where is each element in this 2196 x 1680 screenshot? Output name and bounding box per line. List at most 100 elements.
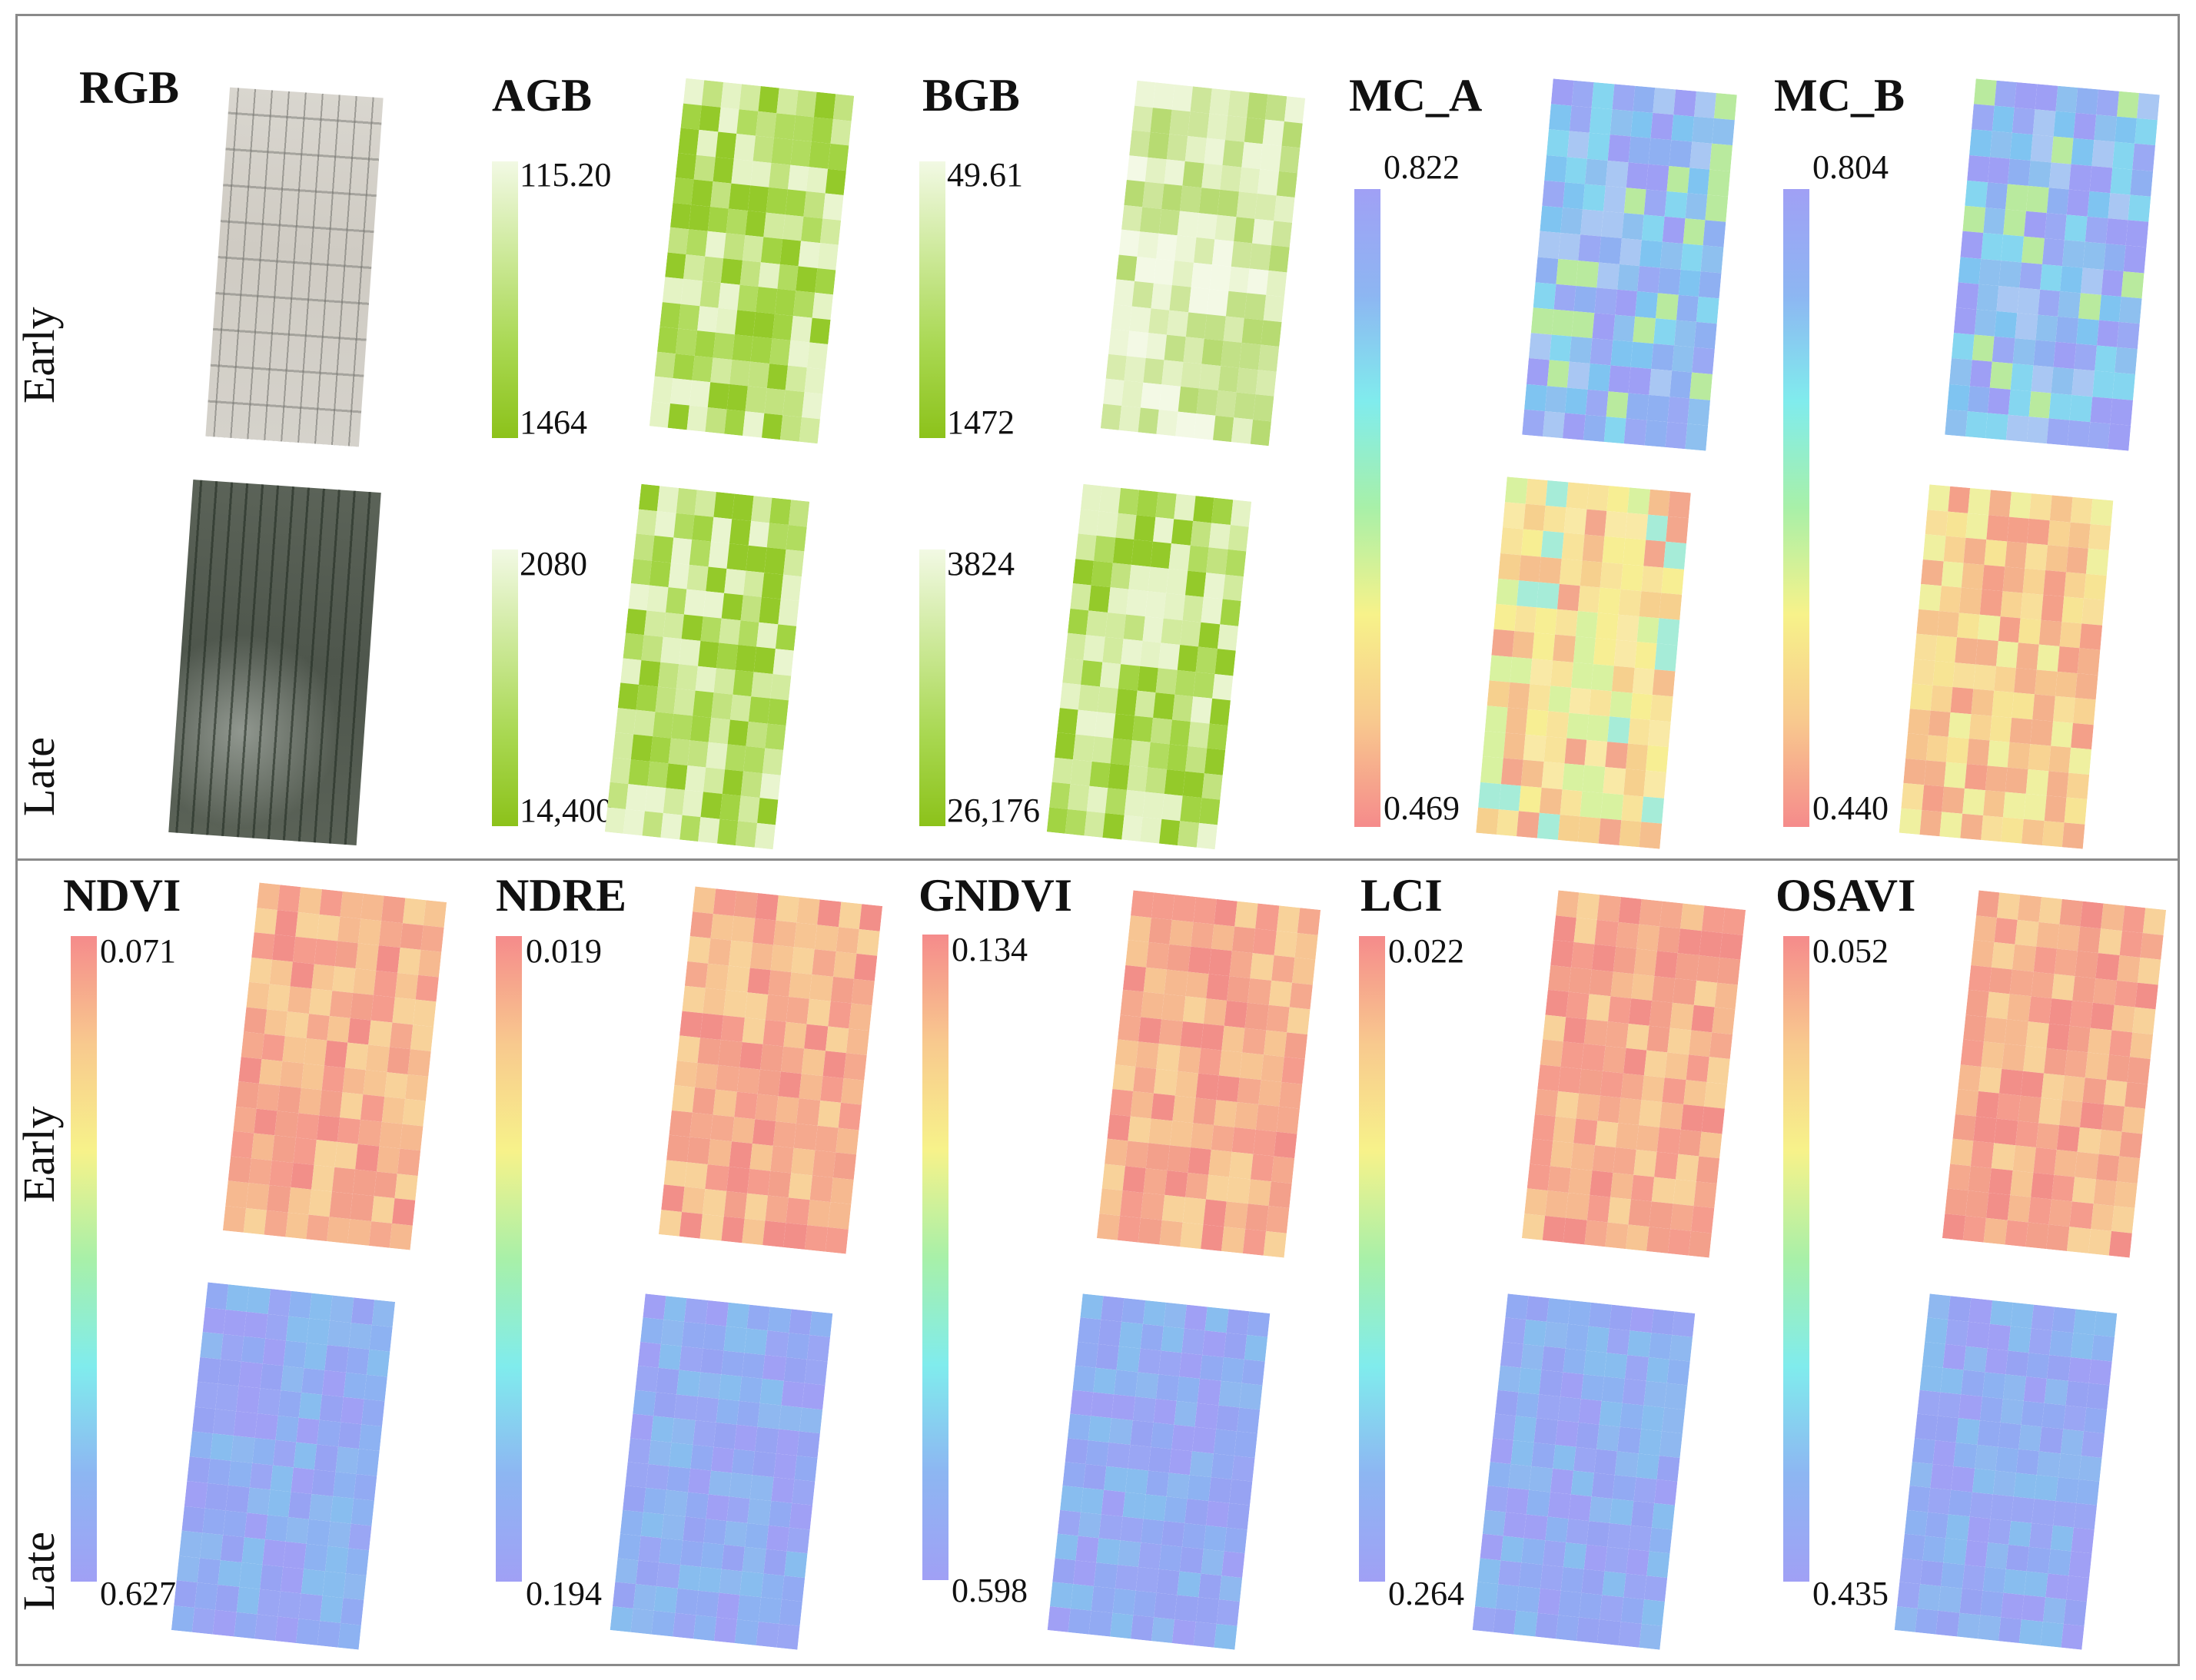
map-cell bbox=[187, 1456, 211, 1483]
map-cell bbox=[748, 361, 769, 388]
map-cell bbox=[1161, 793, 1183, 821]
map-cell bbox=[1662, 1077, 1686, 1104]
map-cell bbox=[1610, 1172, 1634, 1200]
map-cell bbox=[656, 1368, 679, 1395]
map-cell bbox=[334, 941, 359, 968]
map-cell bbox=[1925, 735, 1949, 762]
map-cell bbox=[1529, 1466, 1553, 1492]
map-cell bbox=[679, 639, 701, 666]
map-cell bbox=[1522, 409, 1545, 437]
map-cell bbox=[221, 1333, 244, 1362]
map-cell bbox=[1688, 1029, 1713, 1057]
map-cell bbox=[1148, 742, 1170, 769]
map-cell bbox=[1146, 1143, 1170, 1170]
map-cell bbox=[646, 585, 669, 613]
map-cell bbox=[1281, 121, 1303, 148]
map-cell bbox=[1118, 229, 1141, 257]
map-cell bbox=[1637, 265, 1660, 294]
map-cell bbox=[1590, 338, 1613, 366]
map-cell bbox=[758, 1597, 782, 1624]
map-cell bbox=[210, 1433, 234, 1461]
map-cell bbox=[319, 888, 343, 917]
map-cell bbox=[1549, 334, 1572, 363]
map-cell bbox=[1124, 180, 1146, 207]
map-cell bbox=[1185, 971, 1209, 999]
map-cell bbox=[1986, 991, 2011, 1019]
map-cell bbox=[1673, 1178, 1696, 1207]
map-cell bbox=[673, 513, 695, 540]
map-cell bbox=[615, 707, 637, 735]
map-cell bbox=[2025, 1021, 2049, 1048]
map-cell bbox=[673, 688, 696, 715]
map-cell bbox=[2082, 1077, 2107, 1104]
map-cell bbox=[1666, 516, 1689, 544]
map-cell bbox=[1919, 583, 1942, 611]
map-cell bbox=[417, 949, 442, 978]
map-cell bbox=[729, 940, 752, 968]
map-cell bbox=[1643, 540, 1666, 568]
map-cell bbox=[1110, 738, 1132, 765]
map-cell bbox=[1478, 782, 1501, 809]
map-cell bbox=[311, 1469, 336, 1496]
map-cell bbox=[738, 795, 760, 823]
map-cell bbox=[678, 304, 700, 331]
map-cell bbox=[1151, 283, 1173, 310]
map-cell bbox=[247, 1287, 271, 1314]
map-cell bbox=[1958, 257, 1982, 284]
map-cell bbox=[384, 1071, 408, 1099]
map-cell bbox=[1951, 333, 1975, 360]
map-cell bbox=[350, 1498, 374, 1526]
map-cell bbox=[793, 1123, 818, 1150]
map-cell bbox=[2032, 694, 2055, 722]
map-cell bbox=[1952, 1114, 1976, 1141]
map-cell bbox=[2005, 541, 2028, 569]
map-cell bbox=[772, 1121, 797, 1148]
map-cell bbox=[1254, 193, 1277, 221]
map-cell bbox=[686, 564, 709, 592]
map-cell bbox=[780, 574, 802, 602]
map-cell bbox=[776, 1096, 799, 1124]
map-cell bbox=[1131, 105, 1154, 132]
map-cell bbox=[693, 1615, 717, 1642]
map-cell bbox=[1610, 1499, 1633, 1526]
map-cell bbox=[317, 1620, 341, 1648]
figure-frame bbox=[15, 14, 2180, 1666]
map-cell bbox=[1246, 1311, 1271, 1338]
map-cell bbox=[1133, 1066, 1157, 1094]
map-cell bbox=[1654, 1151, 1678, 1179]
map-cell bbox=[2005, 414, 2029, 442]
map-cell bbox=[1138, 407, 1160, 434]
map-cell bbox=[1195, 1073, 1220, 1101]
map-cell bbox=[1645, 514, 1669, 543]
map-cell bbox=[648, 1439, 673, 1466]
map-cell bbox=[1496, 808, 1520, 837]
map-cell bbox=[1945, 511, 1968, 538]
map-cell bbox=[176, 1555, 201, 1583]
map-cell bbox=[394, 1173, 418, 1200]
map-cell bbox=[703, 1519, 727, 1546]
map-cell bbox=[830, 1177, 854, 1204]
map-cell bbox=[1609, 1304, 1633, 1331]
map-cell bbox=[332, 965, 356, 993]
map-cell bbox=[759, 596, 781, 624]
map-cell bbox=[663, 1159, 688, 1187]
map-cell bbox=[281, 1566, 304, 1594]
map-cell bbox=[2058, 1453, 2081, 1479]
map-cell bbox=[672, 1418, 696, 1445]
map-cell bbox=[1201, 162, 1223, 190]
map-cell bbox=[1683, 218, 1706, 246]
map-cell bbox=[215, 1383, 240, 1411]
map-cell bbox=[752, 135, 775, 163]
map-cell bbox=[1998, 1423, 2022, 1449]
map-cell bbox=[1584, 739, 1608, 768]
map-cell bbox=[1135, 1566, 1159, 1593]
map-cell bbox=[708, 717, 730, 745]
map-cell bbox=[285, 1011, 309, 1038]
map-cell bbox=[676, 328, 698, 356]
map-cell bbox=[1962, 205, 1985, 234]
map-cell bbox=[1607, 134, 1631, 162]
map-cell bbox=[1120, 1516, 1144, 1543]
map-cell bbox=[1627, 1330, 1651, 1357]
map-cell bbox=[822, 193, 844, 221]
map-cell bbox=[1706, 1057, 1730, 1084]
